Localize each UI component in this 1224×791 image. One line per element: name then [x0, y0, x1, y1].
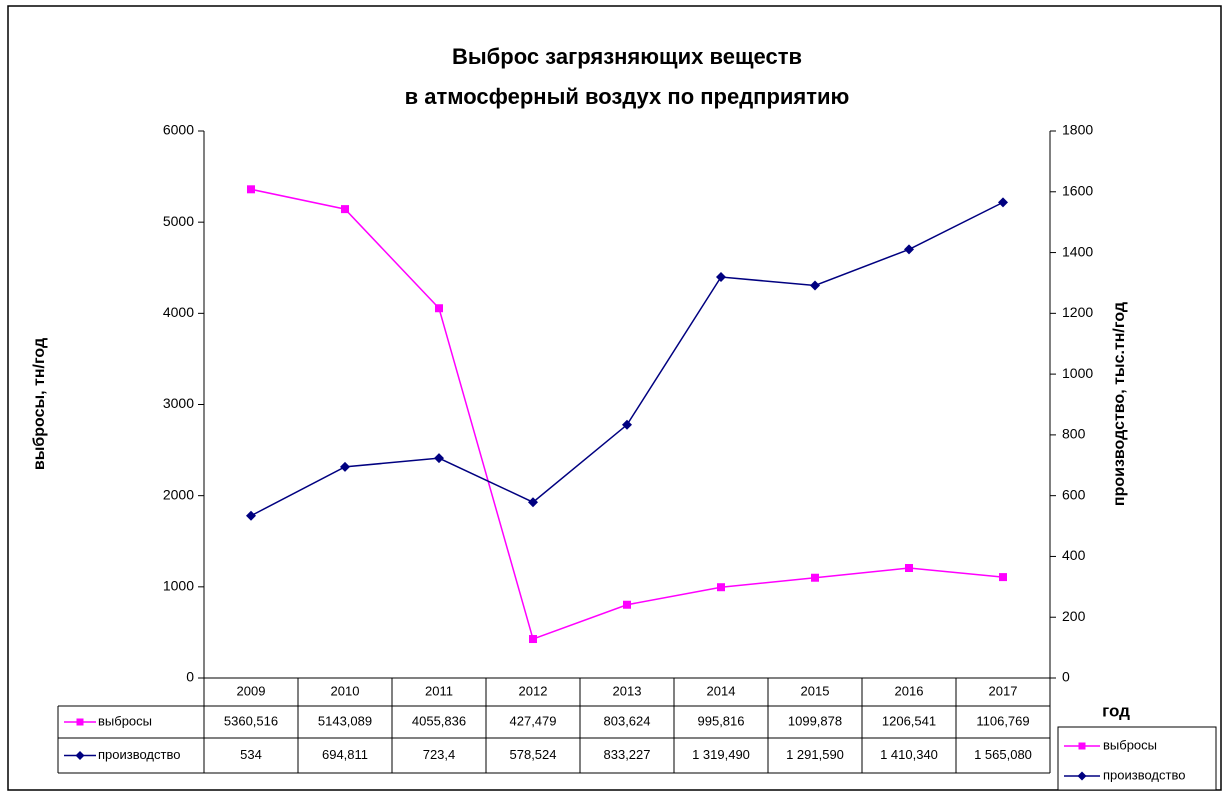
- table-value: 1 319,490: [692, 747, 750, 762]
- y2-tick-label: 200: [1062, 608, 1086, 624]
- data-point: [811, 573, 819, 582]
- data-point: [998, 197, 1008, 208]
- x-tick-label: 2017: [989, 683, 1018, 698]
- x-tick-label: 2010: [331, 683, 360, 698]
- y2-tick-label: 1600: [1062, 182, 1093, 198]
- legend-marker: [1078, 742, 1086, 750]
- table-value: 803,624: [604, 713, 651, 728]
- x-tick-label: 2016: [895, 683, 924, 698]
- table-value: 578,524: [510, 747, 557, 762]
- x-tick-label: 2014: [707, 683, 736, 698]
- table-value: 4055,836: [412, 713, 466, 728]
- table-legend-marker: [76, 718, 84, 726]
- y2-tick-label: 800: [1062, 426, 1086, 442]
- chart-title: Выброс загрязняющих веществ: [452, 44, 802, 69]
- data-point: [434, 453, 444, 464]
- table-value: 1 565,080: [974, 747, 1032, 762]
- table-value: 723,4: [423, 747, 456, 762]
- table-value: 995,816: [698, 713, 745, 728]
- table-value: 1206,541: [882, 713, 936, 728]
- data-point: [904, 244, 914, 255]
- table-value: 833,227: [604, 747, 651, 762]
- data-point: [247, 185, 255, 194]
- data-point: [999, 573, 1007, 582]
- table-value: 1106,769: [976, 713, 1029, 728]
- data-point: [528, 497, 538, 508]
- table-value: 694,811: [322, 747, 368, 762]
- y2-tick-label: 1200: [1062, 304, 1093, 320]
- x-tick-label: 2009: [237, 683, 266, 698]
- table-value: 1 291,590: [786, 747, 844, 762]
- y2-axis-label: производство, тыс.тн/год: [1111, 302, 1128, 506]
- data-point: [341, 205, 349, 214]
- table-series-name: выбросы: [98, 713, 152, 728]
- x-axis-label: год: [1102, 701, 1130, 720]
- x-tick-label: 2011: [425, 683, 453, 698]
- legend-marker: [1077, 771, 1087, 781]
- data-point: [529, 635, 537, 644]
- table-value: 1099,878: [788, 713, 842, 728]
- data-point: [340, 461, 350, 472]
- data-point: [717, 583, 725, 592]
- table-value: 5143,089: [318, 713, 372, 728]
- y2-tick-label: 1800: [1062, 122, 1093, 138]
- y-tick-label: 2000: [163, 486, 194, 502]
- x-tick-label: 2015: [801, 683, 830, 698]
- y2-tick-label: 400: [1062, 547, 1086, 563]
- data-point: [716, 272, 726, 283]
- data-point: [810, 280, 820, 291]
- x-tick-label: 2012: [519, 683, 548, 698]
- legend-label: выбросы: [1103, 737, 1157, 752]
- y2-tick-label: 1000: [1062, 365, 1093, 381]
- y-tick-label: 1000: [163, 578, 194, 594]
- y2-tick-label: 600: [1062, 486, 1086, 502]
- table-value: 427,479: [510, 713, 557, 728]
- x-tick-label: 2013: [613, 683, 642, 698]
- data-point: [622, 419, 632, 430]
- y-tick-label: 4000: [163, 304, 194, 320]
- data-point: [246, 510, 256, 521]
- table-legend-marker: [75, 751, 85, 760]
- table-value: 1 410,340: [880, 747, 938, 762]
- y2-tick-label: 1400: [1062, 243, 1093, 259]
- table-value: 534: [240, 747, 262, 762]
- y2-tick-label: 0: [1062, 669, 1070, 685]
- y-tick-label: 0: [186, 669, 194, 685]
- legend-box: [1057, 726, 1217, 791]
- y-tick-label: 3000: [163, 395, 194, 411]
- table-series-name: производство: [98, 747, 180, 762]
- data-point: [435, 304, 443, 313]
- legend-label: производство: [1103, 767, 1185, 782]
- chart-frame: [7, 5, 1222, 791]
- table-value: 5360,516: [224, 713, 278, 728]
- y-tick-label: 5000: [163, 213, 194, 229]
- y-axis-label: выбросы, тн/год: [31, 338, 48, 470]
- data-point: [623, 600, 631, 609]
- data-point: [905, 564, 913, 573]
- y-tick-label: 6000: [163, 122, 194, 138]
- chart-title: в атмосферный воздух по предприятию: [405, 84, 850, 109]
